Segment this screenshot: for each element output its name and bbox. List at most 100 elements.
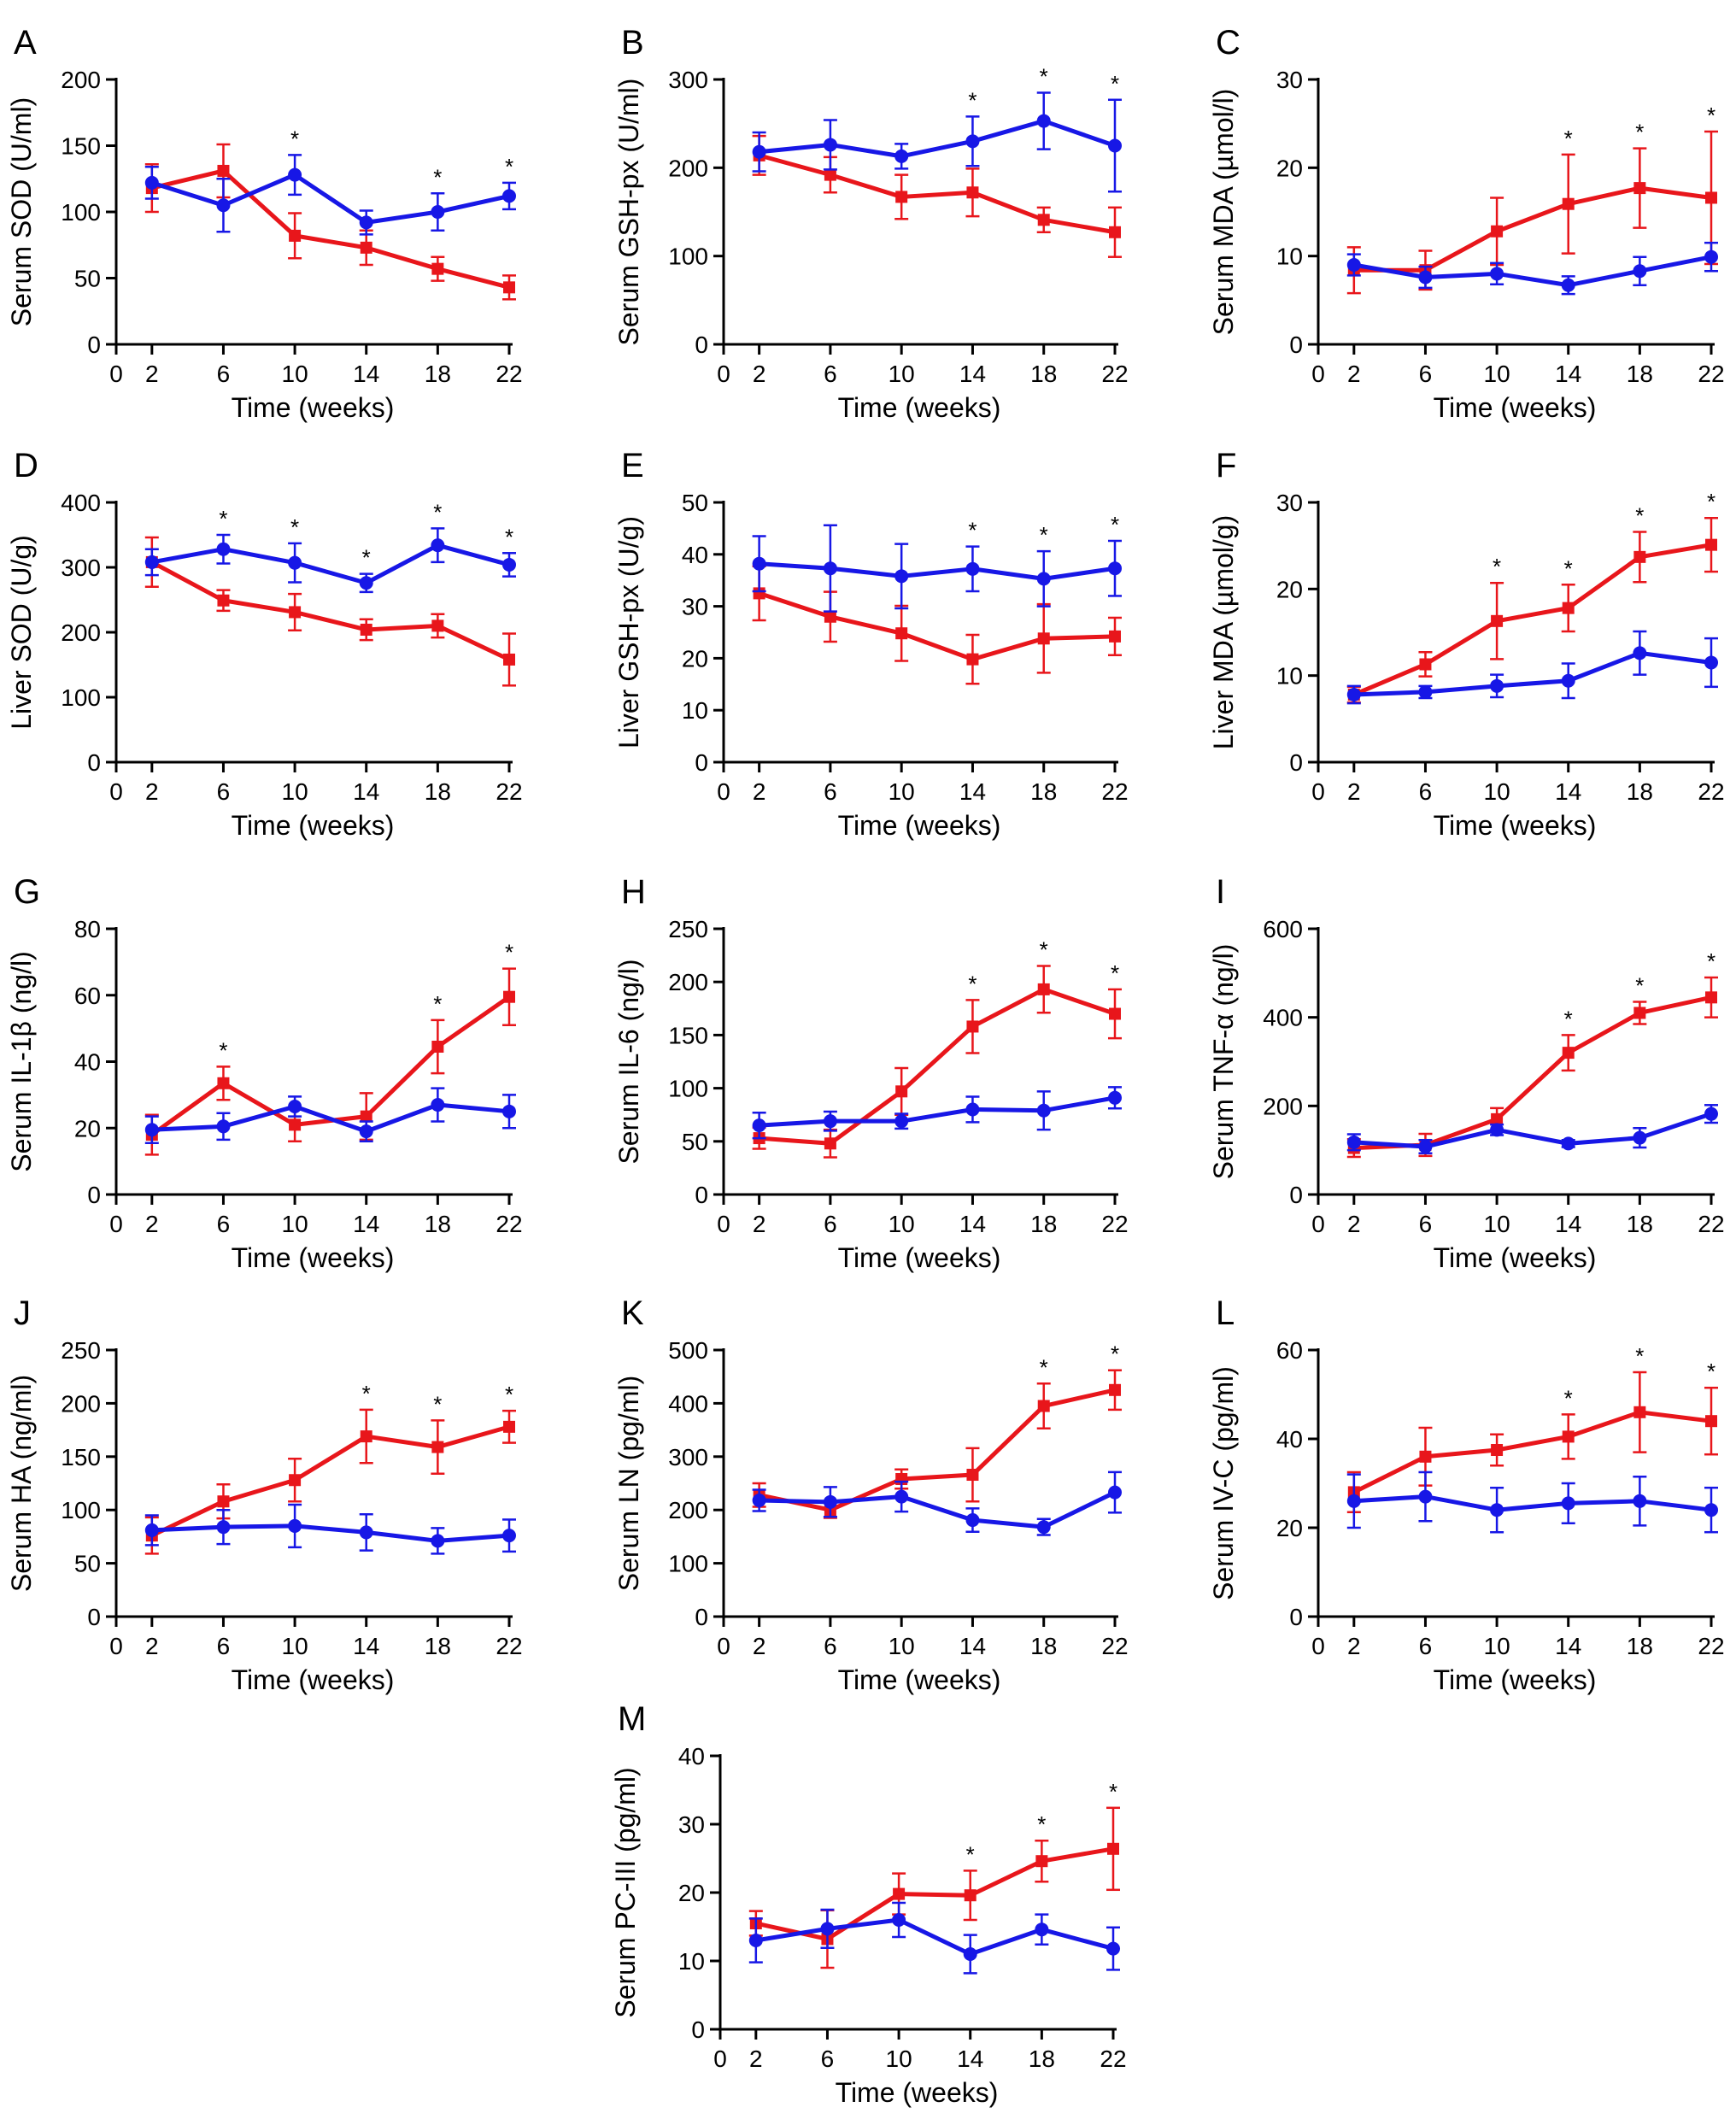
x-tick-label: 22 <box>1101 778 1128 805</box>
x-tick-label: 10 <box>1484 1211 1510 1237</box>
y-tick-label: 400 <box>668 1390 708 1417</box>
data-point-square <box>1109 226 1121 238</box>
significance-asterisk: * <box>433 164 442 190</box>
y-tick-label: 600 <box>1263 916 1303 942</box>
data-point-circle <box>216 1119 231 1134</box>
x-tick-label: 10 <box>1484 778 1510 805</box>
data-point-square <box>1419 1450 1432 1463</box>
x-tick-label: 0 <box>1311 1211 1325 1237</box>
significance-asterisk: * <box>968 518 976 543</box>
x-tick-label: 2 <box>1347 361 1361 387</box>
significance-asterisk: * <box>1635 502 1644 528</box>
data-point-circle <box>1346 1135 1361 1149</box>
x-tick-label: 18 <box>425 778 451 805</box>
data-point-square <box>217 1077 230 1089</box>
y-tick-label: 40 <box>74 1049 101 1076</box>
red-series <box>748 1806 1120 1969</box>
y-tick-label: 50 <box>74 1551 101 1577</box>
x-tick-label: 0 <box>1311 778 1325 805</box>
y-tick-label: 100 <box>61 1497 101 1523</box>
x-axis-label: Time (weeks) <box>232 810 395 841</box>
data-point-circle <box>752 556 766 571</box>
y-tick-label: 30 <box>678 1811 705 1838</box>
data-point-square <box>217 164 230 177</box>
y-tick-label: 10 <box>678 1948 705 1975</box>
y-axis-label: Serum IL-1β (ng/l) <box>6 951 37 1171</box>
y-tick-label: 300 <box>668 1444 708 1470</box>
y-axis-label: Serum GSH-px (U/ml) <box>613 79 644 346</box>
x-tick-label: 22 <box>1698 361 1724 387</box>
y-tick-label: 50 <box>74 266 101 292</box>
significance-asterisk: * <box>1111 71 1119 97</box>
x-axis-label: Time (weeks) <box>838 1242 1001 1273</box>
data-point-circle <box>963 1947 977 1961</box>
y-tick-label: 60 <box>1276 1337 1303 1364</box>
significance-asterisk: * <box>505 940 513 966</box>
data-point-circle <box>894 569 909 584</box>
x-tick-label: 14 <box>959 1211 986 1237</box>
y-tick-label: 40 <box>682 542 708 568</box>
y-tick-label: 200 <box>61 619 101 646</box>
x-tick-label: 2 <box>753 361 766 387</box>
y-tick-label: 50 <box>682 490 708 516</box>
significance-asterisk: * <box>1707 489 1715 514</box>
y-tick-label: 10 <box>1276 663 1303 690</box>
data-point-square <box>964 1889 976 1902</box>
y-tick-label: 100 <box>61 199 101 226</box>
significance-asterisk: * <box>1564 1006 1573 1031</box>
y-tick-label: 200 <box>1263 1093 1303 1119</box>
y-tick-label: 0 <box>87 1604 101 1630</box>
data-point-square <box>1491 614 1504 627</box>
data-point-square <box>1491 1444 1504 1456</box>
panel-letter: B <box>621 24 644 62</box>
x-tick-label: 18 <box>425 1211 451 1237</box>
x-axis-label: Time (weeks) <box>232 392 395 423</box>
data-point-square <box>824 168 836 181</box>
data-point-circle <box>752 1493 766 1507</box>
panel-letter: K <box>621 1294 644 1332</box>
red-series <box>144 536 516 687</box>
data-point-circle <box>1036 114 1051 128</box>
y-tick-label: 30 <box>1276 490 1303 516</box>
series-line-blue <box>759 1095 1116 1128</box>
y-tick-label: 10 <box>1276 244 1303 270</box>
data-point-circle <box>1418 1489 1433 1504</box>
data-point-square <box>1633 1406 1646 1418</box>
data-point-square <box>1109 1007 1121 1020</box>
y-tick-label: 0 <box>695 332 708 358</box>
y-tick-label: 60 <box>74 983 101 1009</box>
x-tick-label: 22 <box>1101 1211 1128 1237</box>
data-point-square <box>895 191 908 203</box>
x-tick-label: 0 <box>109 1633 123 1659</box>
data-point-square <box>360 241 372 254</box>
data-point-circle <box>1035 1922 1049 1937</box>
data-point-circle <box>216 542 231 556</box>
significance-asterisk: * <box>362 545 371 571</box>
significance-asterisk: * <box>1493 554 1501 579</box>
data-point-square <box>289 229 302 242</box>
data-point-square <box>824 610 836 623</box>
x-tick-label: 14 <box>353 361 379 387</box>
y-tick-label: 250 <box>61 1337 101 1364</box>
x-tick-label: 22 <box>496 1211 522 1237</box>
data-point-circle <box>1418 1140 1433 1154</box>
x-tick-label: 2 <box>749 2046 763 2072</box>
series-line-red <box>759 987 1116 1146</box>
series-line-red <box>150 560 511 662</box>
data-point-circle <box>1108 1090 1122 1105</box>
x-tick-label: 0 <box>109 361 123 387</box>
data-point-circle <box>1561 278 1575 292</box>
series-line-red <box>758 591 1116 662</box>
data-point-square <box>217 594 230 607</box>
x-tick-label: 0 <box>713 2046 727 2072</box>
series-line-blue <box>759 561 1116 581</box>
red-series <box>1346 130 1718 295</box>
y-tick-label: 400 <box>1263 1005 1303 1031</box>
